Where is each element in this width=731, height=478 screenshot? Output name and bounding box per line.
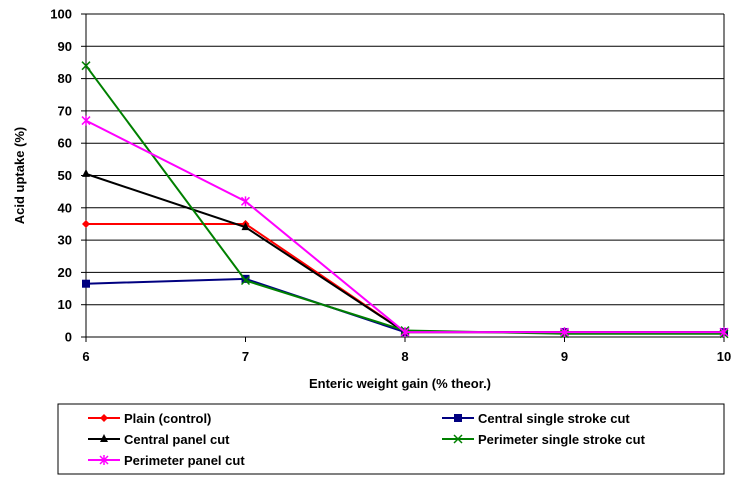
legend-marker-1 bbox=[454, 414, 462, 422]
y-tick-label-1: 10 bbox=[58, 297, 72, 312]
series-4 bbox=[81, 115, 729, 338]
y-tick-label-10: 100 bbox=[50, 7, 72, 22]
point-4-0 bbox=[81, 115, 91, 126]
x-tick-label-4: 10 bbox=[717, 349, 731, 364]
x-tick-label-1: 7 bbox=[242, 349, 249, 364]
gridlines bbox=[86, 13, 724, 338]
legend-entries: Plain (control) Central single stroke cut… bbox=[88, 411, 646, 468]
legend-entry-2: Central panel cut bbox=[88, 432, 230, 447]
point-4-4 bbox=[719, 327, 729, 338]
y-tick-label-9: 90 bbox=[58, 39, 72, 54]
legend-label-2: Central panel cut bbox=[124, 432, 230, 447]
legend-entry-3: Perimeter single stroke cut bbox=[442, 432, 646, 447]
series-2 bbox=[82, 168, 728, 336]
series-0 bbox=[82, 219, 728, 337]
legend-label-4: Perimeter panel cut bbox=[124, 453, 245, 468]
legend-entry-1: Central single stroke cut bbox=[442, 411, 630, 426]
point-1-0 bbox=[82, 279, 90, 288]
legend bbox=[57, 403, 725, 475]
point-3-0 bbox=[81, 61, 91, 71]
series-line-1 bbox=[85, 277, 724, 334]
series-group bbox=[81, 61, 729, 339]
y-tick-label-5: 50 bbox=[58, 168, 72, 183]
y-tick-label-6: 60 bbox=[58, 136, 72, 151]
legend-label-1: Central single stroke cut bbox=[478, 411, 630, 426]
series-line-2 bbox=[85, 172, 724, 334]
legend-marker-3 bbox=[453, 434, 463, 444]
y-tick-label-8: 80 bbox=[58, 71, 72, 86]
y-tick-label-0: 0 bbox=[65, 330, 72, 345]
x-tick-label-3: 9 bbox=[561, 349, 568, 364]
x-axis-title: Enteric weight gain (% theor.) bbox=[309, 376, 491, 391]
x-tick-label-0: 6 bbox=[82, 349, 89, 364]
y-tick-label-2: 20 bbox=[58, 265, 72, 280]
point-0-0 bbox=[82, 219, 90, 228]
legend-entry-4: Perimeter panel cut bbox=[88, 453, 245, 468]
x-tick-labels: 6 7 8 9 10 bbox=[82, 349, 731, 364]
legend-marker-4 bbox=[99, 455, 109, 465]
y-axis-title: Acid uptake (%) bbox=[12, 127, 27, 225]
y-tick-label-3: 30 bbox=[58, 233, 72, 248]
y-tick-label-7: 70 bbox=[58, 103, 72, 118]
y-tick-label-4: 40 bbox=[58, 200, 72, 215]
point-4-2 bbox=[400, 327, 410, 338]
point-4-3 bbox=[559, 327, 570, 338]
point-2-1 bbox=[241, 222, 250, 231]
y-tick-labels: 0 10 20 30 40 50 60 70 80 90 100 bbox=[50, 7, 72, 345]
x-tick-label-2: 8 bbox=[401, 349, 408, 364]
series-3 bbox=[81, 61, 729, 339]
point-4-1 bbox=[240, 196, 251, 207]
point-3-1 bbox=[240, 275, 251, 286]
series-line-4 bbox=[85, 119, 724, 334]
legend-marker-0 bbox=[100, 414, 108, 422]
legend-entry-0: Plain (control) bbox=[88, 411, 211, 426]
series-line-3 bbox=[85, 65, 724, 335]
axes bbox=[81, 13, 725, 342]
legend-label-0: Plain (control) bbox=[124, 411, 211, 426]
legend-label-3: Perimeter single stroke cut bbox=[478, 432, 646, 447]
series-1 bbox=[82, 274, 728, 337]
legend-marker-2 bbox=[100, 434, 108, 442]
point-2-0 bbox=[82, 168, 90, 177]
